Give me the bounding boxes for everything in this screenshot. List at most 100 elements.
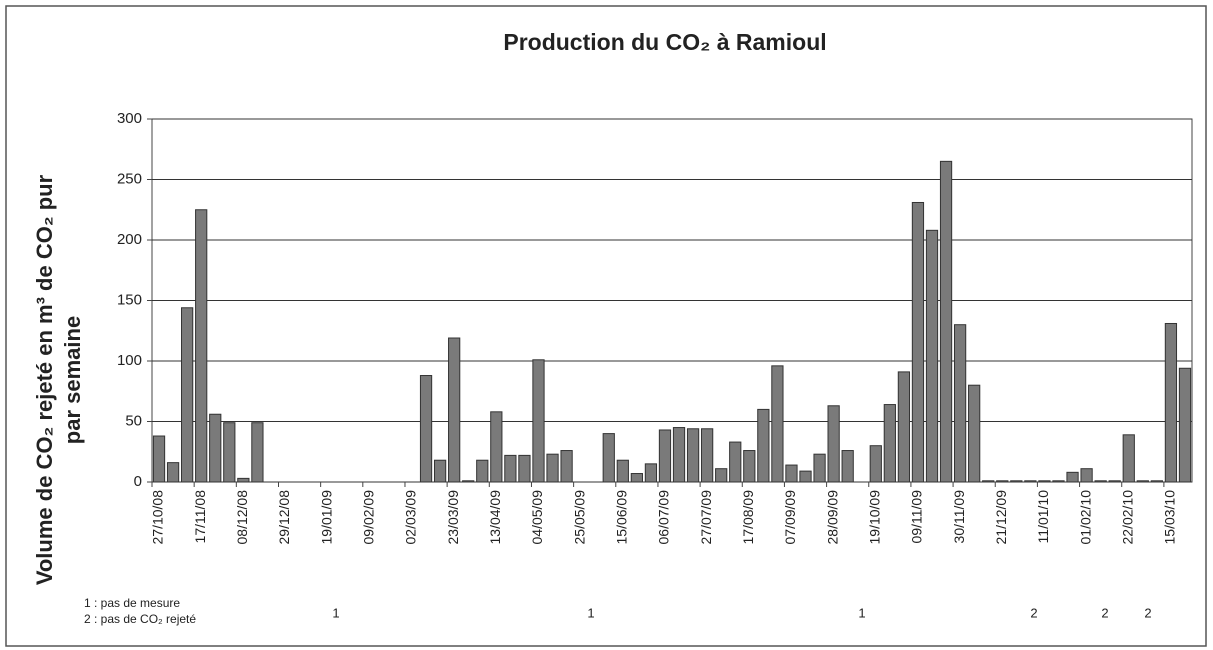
bar: [1080, 468, 1093, 483]
bar: [953, 324, 967, 483]
bar: [897, 371, 911, 483]
bar: [518, 454, 531, 483]
annotation: 1: [587, 605, 594, 620]
x-tick-label: 17/08/09: [740, 490, 756, 545]
bar: [757, 408, 770, 483]
y-axis-label: Volume de CO₂ rejeté en m³ de CO₂ pur: [32, 174, 57, 585]
bar: [504, 454, 517, 483]
bar: [251, 422, 264, 483]
bar: [532, 359, 545, 483]
bar: [715, 468, 728, 483]
bar: [616, 459, 629, 483]
bar: [925, 229, 939, 483]
x-tick-label: 11/01/10: [1035, 490, 1051, 544]
bar: [743, 450, 756, 483]
bar: [181, 307, 194, 483]
bar: [1178, 367, 1192, 483]
annotation: 2: [1144, 605, 1151, 620]
bar: [166, 462, 180, 483]
bar: [644, 463, 658, 483]
bar: [869, 445, 882, 483]
y-tick-label: 50: [125, 412, 142, 429]
bar: [686, 428, 700, 483]
bar: [433, 459, 447, 483]
bar: [939, 160, 953, 483]
bar: [1122, 434, 1135, 483]
y-tick-label: 150: [117, 291, 142, 308]
chart-title: Production du CO₂ à Ramioul: [503, 29, 826, 55]
annotation: 2: [1101, 605, 1108, 620]
bar: [1150, 480, 1163, 483]
y-tick-label: 200: [117, 231, 142, 248]
bar: [996, 480, 1009, 483]
x-tick-label: 15/06/09: [614, 490, 630, 545]
x-tick-label: 02/03/09: [403, 490, 419, 545]
annotation: 1: [332, 605, 339, 620]
bar: [799, 470, 812, 483]
x-tick-label: 15/03/10: [1162, 490, 1178, 545]
y-tick-label: 300: [117, 110, 142, 127]
bar: [1038, 480, 1051, 483]
bar: [630, 473, 643, 483]
note: 2 : pas de CO₂ rejeté: [84, 612, 196, 626]
bar: [1164, 322, 1178, 483]
y-tick-label: 100: [117, 352, 142, 369]
bar: [701, 428, 714, 483]
x-tick-label: 09/02/09: [361, 490, 377, 545]
bar: [1108, 480, 1121, 483]
note: 1 : pas de mesure: [84, 596, 180, 610]
x-tick-label: 17/11/08: [192, 490, 208, 544]
bar: [462, 480, 475, 483]
x-tick-label: 13/04/09: [487, 490, 503, 545]
annotation: 1: [858, 605, 865, 620]
y-tick-label: 250: [117, 170, 142, 187]
bar: [785, 464, 798, 483]
bar: [237, 477, 250, 483]
x-tick-label: 07/09/09: [782, 490, 798, 545]
bar: [546, 453, 559, 483]
bar: [1052, 480, 1065, 483]
bar: [1094, 480, 1107, 483]
bar: [476, 459, 489, 483]
bar: [672, 427, 686, 483]
x-tick-label: 25/05/09: [571, 490, 587, 545]
x-tick-label: 29/12/08: [276, 490, 292, 545]
x-tick-label: 06/07/09: [656, 490, 672, 545]
bar: [827, 405, 840, 483]
x-tick-label: 30/11/09: [951, 490, 967, 544]
bar: [968, 384, 981, 483]
bar: [152, 435, 166, 483]
bar: [448, 337, 461, 483]
bar: [560, 450, 573, 483]
x-tick-label: 04/05/09: [529, 490, 545, 545]
x-tick-label: 27/07/09: [698, 490, 714, 545]
bar: [195, 209, 208, 483]
x-tick-label: 01/02/10: [1077, 490, 1093, 545]
x-tick-label: 28/09/09: [824, 490, 840, 545]
x-tick-label: 19/01/09: [318, 490, 334, 545]
bar: [658, 429, 672, 483]
x-tick-label: 08/12/08: [234, 490, 250, 545]
bar: [813, 453, 826, 483]
bar: [1066, 471, 1079, 483]
bar: [1010, 480, 1023, 483]
x-tick-label: 09/11/09: [909, 490, 925, 544]
bar: [841, 450, 854, 483]
bar: [771, 365, 784, 483]
bar: [911, 201, 925, 483]
bar: [209, 413, 222, 483]
bar: [1136, 480, 1149, 483]
y-axis-label: par semaine: [60, 316, 85, 444]
x-tick-label: 21/12/09: [993, 490, 1009, 545]
annotation: 2: [1030, 605, 1037, 620]
bar: [729, 441, 742, 483]
bar: [490, 411, 503, 483]
y-tick-label: 0: [134, 473, 142, 490]
bar: [223, 422, 236, 483]
bar: [1024, 480, 1037, 483]
x-tick-label: 22/02/10: [1119, 490, 1135, 545]
x-tick-label: 19/10/09: [866, 490, 882, 545]
bar: [602, 433, 615, 483]
bar: [883, 404, 896, 483]
